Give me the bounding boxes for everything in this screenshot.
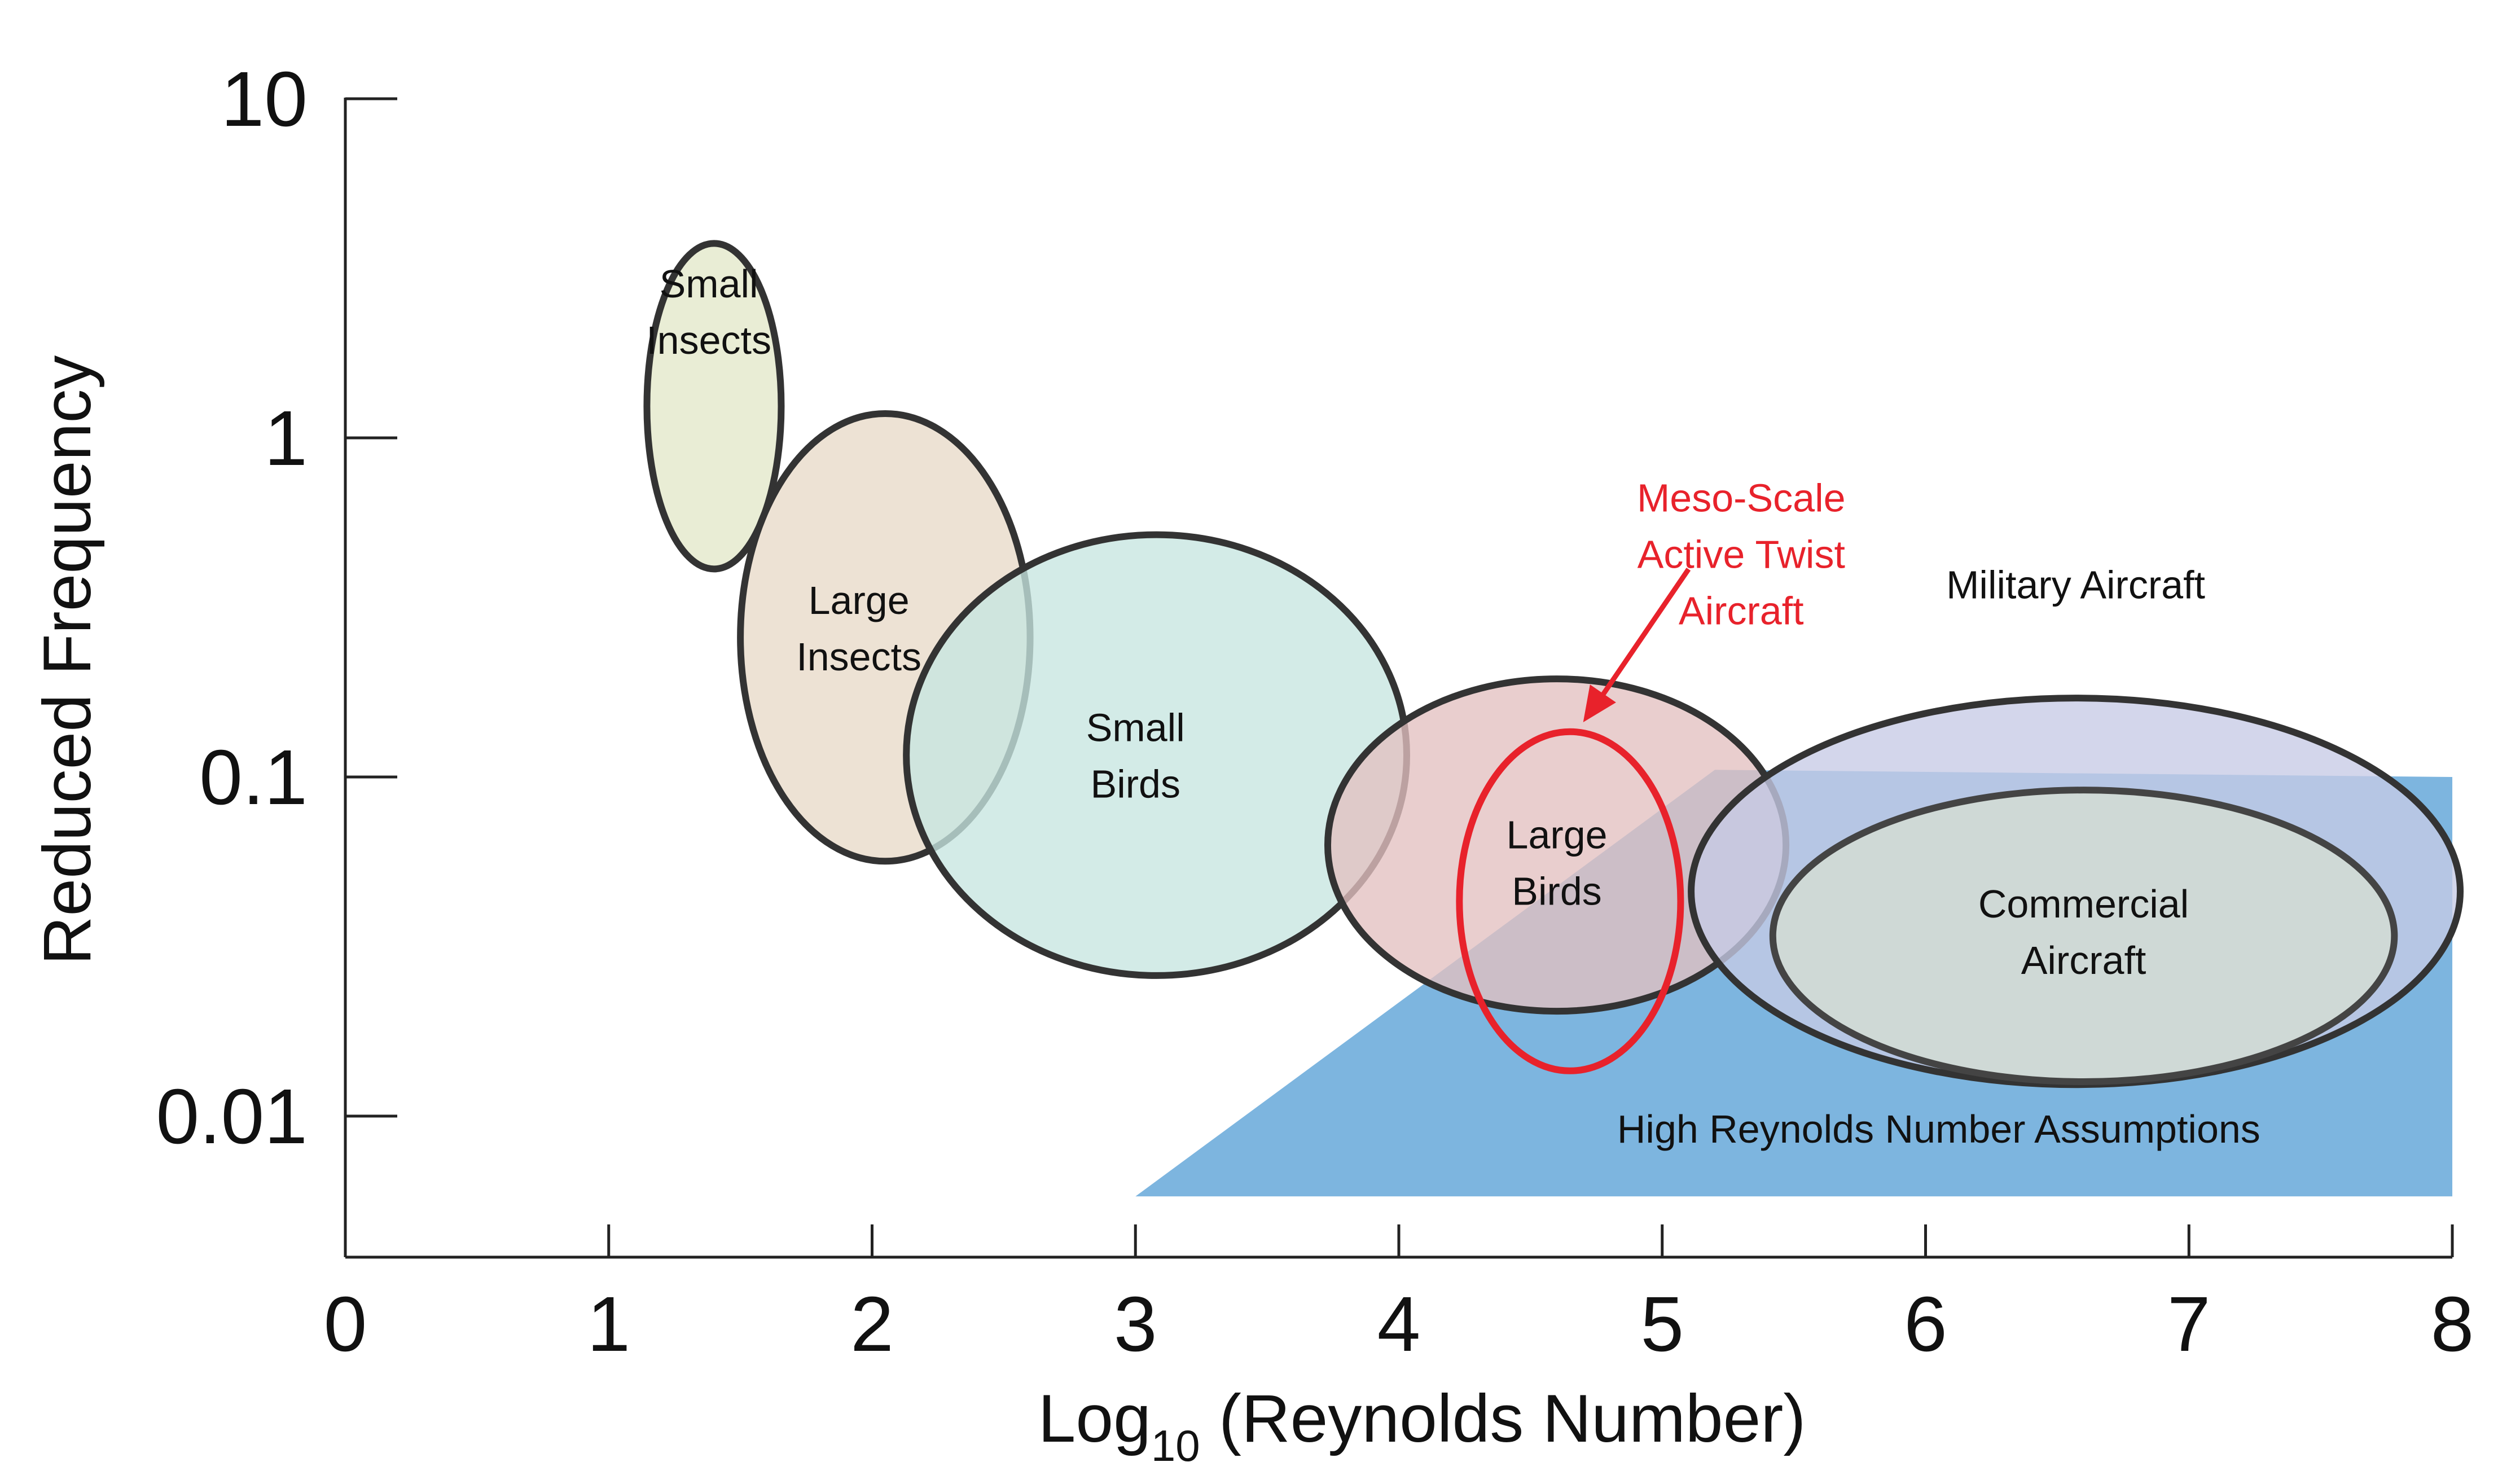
small-insects-ellipse <box>643 240 785 573</box>
small-birds-ellipse <box>903 531 1411 979</box>
commercial-aircraft-label-line-1: Commercial <box>1978 882 2189 926</box>
military-aircraft-label: Military Aircraft <box>1946 563 2205 607</box>
large-birds-label-line-1: Large <box>1507 813 1608 857</box>
high-reynolds-label: High Reynolds Number Assumptions <box>1617 1107 2260 1151</box>
meso-scale-active-twist-aircraft-label-line-1: Meso-Scale <box>1637 476 1846 520</box>
x-tick-label-3: 3 <box>1114 1281 1157 1368</box>
y-tick-label-0-1: 0.1 <box>199 734 308 821</box>
meso-scale-active-twist-aircraft-ellipse <box>1456 728 1684 1074</box>
meso-scale-active-twist-aircraft-label-line-2: Active Twist <box>1638 533 1845 577</box>
x-tick-label-4: 4 <box>1377 1281 1421 1368</box>
axes-layer: 0 1 2 3 4 5 6 7 8 10 1 0.1 0.01 <box>156 56 2474 1368</box>
large-insects-label: Large Insects <box>796 578 921 679</box>
meso-scale-active-twist-aircraft-label-line-3: Aircraft <box>1679 589 1804 633</box>
large-insects-label-line-2: Insects <box>796 635 921 679</box>
x-tick-label-7: 7 <box>2167 1281 2211 1368</box>
commercial-aircraft-label-line-2: Aircraft <box>2021 938 2146 982</box>
small-birds-label-line-1: Small <box>1086 705 1185 749</box>
y-tick-label-0-01: 0.01 <box>156 1073 308 1160</box>
meso-scale-active-twist-aircraft-label: Meso-Scale Active Twist Aircraft <box>1637 476 1846 633</box>
small-insects-label-line-2: Insects <box>646 318 771 362</box>
large-insects-label-line-1: Large <box>809 578 910 622</box>
annotation-arrow-line <box>1591 568 1691 710</box>
commercial-aircraft-label: Commercial Aircraft <box>1978 882 2189 982</box>
small-birds-label: Small Birds <box>1086 705 1185 806</box>
small-insects-label: Small Insects <box>646 262 771 362</box>
regions-layer <box>643 240 2464 1197</box>
small-insects-label-line-1: Small <box>660 262 758 306</box>
labels-layer: High Reynolds Number Assumptions Small Ins… <box>646 262 2260 1151</box>
y-axis-title: Reduced Frequency <box>29 355 105 965</box>
x-tick-label-1: 1 <box>587 1281 630 1368</box>
large-birds-label-line-2: Birds <box>1512 869 1601 913</box>
annotation-arrow-head <box>1583 684 1616 723</box>
y-tick-label-1: 1 <box>264 395 308 482</box>
y-tick-label-10: 10 <box>221 56 308 143</box>
x-axis-title-main: Log <box>1038 1381 1151 1456</box>
x-tick-label-5: 5 <box>1640 1281 1684 1368</box>
x-axis-title: Log10 (Reynolds Number) <box>1038 1381 1806 1470</box>
small-birds-label-line-2: Birds <box>1091 762 1180 806</box>
x-axis-title-subscript: 10 <box>1151 1421 1200 1470</box>
x-axis-title-rest: (Reynolds Number) <box>1200 1381 1806 1456</box>
military-aircraft-label-line-1: Military Aircraft <box>1946 563 2205 607</box>
x-tick-label-2: 2 <box>850 1281 894 1368</box>
commercial-aircraft-ellipse <box>1769 787 2398 1086</box>
x-tick-label-0: 0 <box>324 1281 367 1368</box>
x-tick-label-6: 6 <box>1904 1281 1947 1368</box>
large-birds-label: Large Birds <box>1507 813 1608 913</box>
x-tick-label-8: 8 <box>2431 1281 2474 1368</box>
